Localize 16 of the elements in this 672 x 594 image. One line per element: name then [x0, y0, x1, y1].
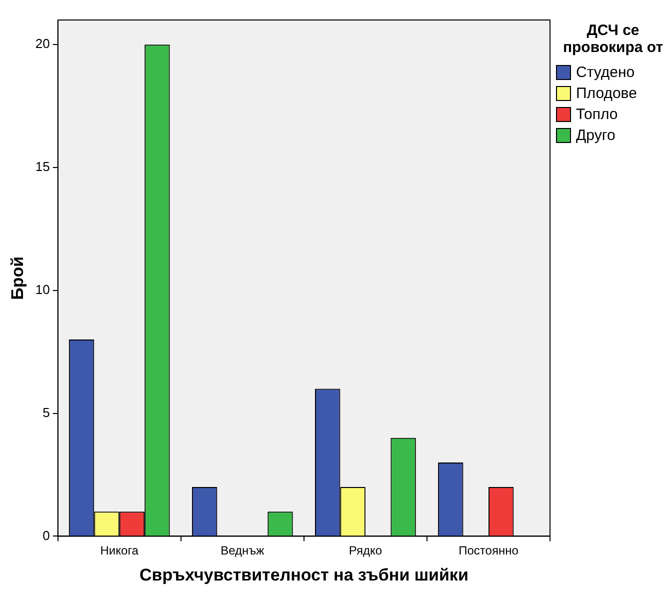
y-tick-label: 20: [35, 36, 50, 52]
x-tick-label: Постоянно: [458, 544, 519, 558]
y-tick-label: 15: [35, 159, 50, 174]
y-tick-label: 0: [42, 528, 50, 543]
legend-label: Студено: [576, 64, 635, 81]
x-axis-title: Свръхчувствителност на зъбни шийки: [139, 565, 468, 584]
x-tick-label: Рядко: [348, 544, 382, 558]
x-tick-label: Никога: [100, 544, 139, 558]
legend-label: Друго: [576, 127, 616, 144]
y-axis-title: Брой: [8, 256, 27, 300]
legend-label: Плодове: [576, 85, 637, 102]
legend-label: Топло: [576, 106, 618, 123]
legend-title: ДСЧ се провокира от: [562, 22, 664, 56]
y-tick-label: 5: [42, 404, 50, 420]
x-tick-label: Веднъж: [220, 544, 264, 558]
y-tick-label: 10: [35, 282, 50, 297]
